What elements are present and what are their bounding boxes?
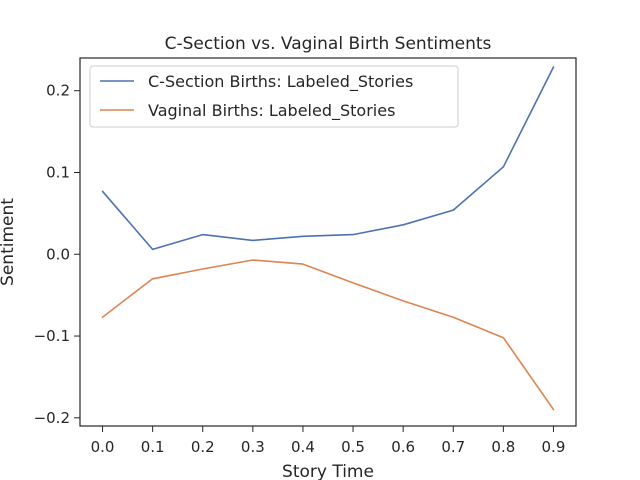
x-tick-label: 0.3 [241, 438, 265, 456]
chart-title: C-Section vs. Vaginal Birth Sentiments [165, 34, 492, 54]
legend: C-Section Births: Labeled_Stories Vagina… [89, 65, 459, 128]
legend-label-vaginal: Vaginal Births: Labeled_Stories [148, 101, 395, 121]
y-axis-ticks: 0.2 0.1 0.0 −0.1 −0.2 [34, 82, 80, 427]
y-axis-label: Sentiment [0, 198, 18, 286]
series-layer [101, 66, 555, 411]
x-axis-ticks: 0.0 0.1 0.2 0.3 0.4 0.5 0.6 0.7 0.8 0.9 [91, 426, 566, 456]
plot-frame [79, 57, 577, 427]
x-axis-label: Story Time [282, 462, 374, 480]
x-tick-label: 0.8 [491, 438, 515, 456]
x-tick-label: 0.9 [542, 438, 566, 456]
x-tick-label: 0.5 [341, 438, 365, 456]
y-tick-label: 0.2 [46, 82, 70, 100]
y-tick-label: −0.1 [34, 327, 70, 345]
legend-box [89, 65, 459, 128]
legend-label-c-section: C-Section Births: Labeled_Stories [148, 72, 413, 92]
x-tick-label: 0.6 [391, 438, 415, 456]
y-tick-label: 0.0 [46, 245, 70, 263]
series-line-0 [101, 66, 555, 251]
x-tick-label: 0.4 [291, 438, 315, 456]
y-tick-label: 0.1 [46, 163, 70, 181]
x-tick-label: 0.7 [441, 438, 465, 456]
x-tick-label: 0.1 [141, 438, 165, 456]
y-tick-label: −0.2 [34, 409, 70, 427]
x-tick-label: 0.2 [191, 438, 215, 456]
series-line-1 [101, 259, 555, 411]
x-tick-label: 0.0 [91, 438, 115, 456]
